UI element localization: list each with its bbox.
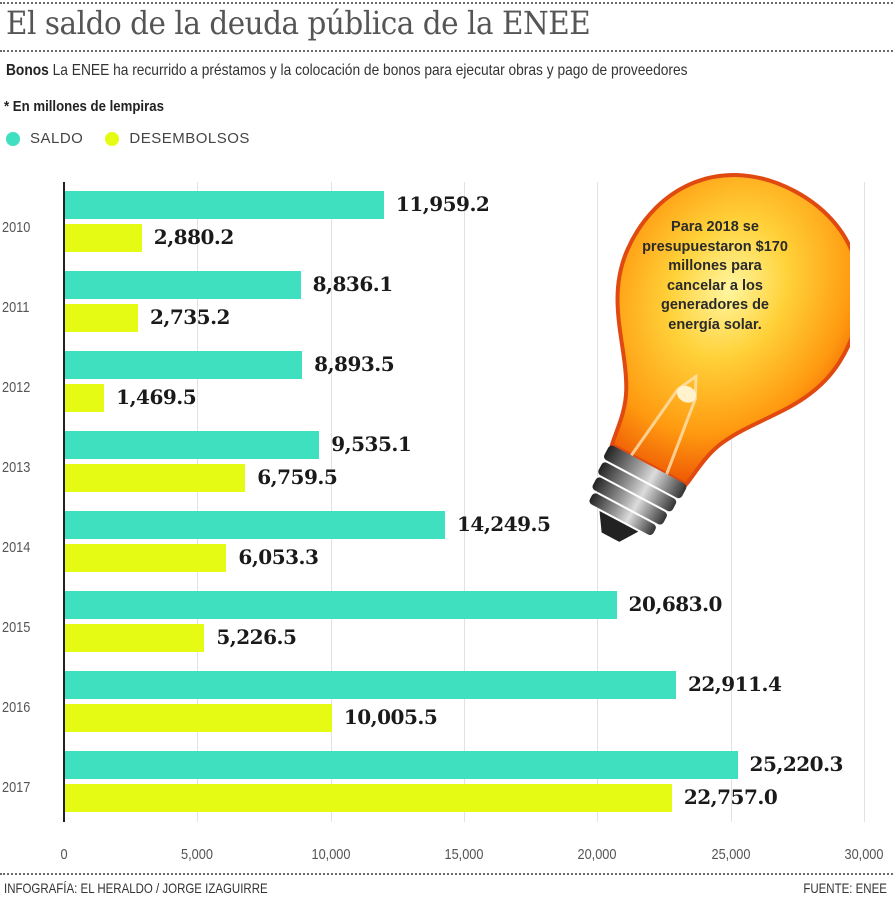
- bar-desembolsos: [65, 304, 138, 332]
- gridline: [864, 182, 865, 822]
- top-divider: [0, 2, 893, 4]
- chart-title: El saldo de la deuda pública de la ENEE: [6, 4, 591, 42]
- data-label: 14,249.5: [456, 512, 551, 536]
- legend-label: SALDO: [30, 130, 84, 147]
- credit-text: INFOGRAFÍA: EL HERALDO / JORGE IZAGUIRRE: [4, 880, 268, 896]
- data-label: 20,683.0: [628, 592, 723, 616]
- data-label: 2,880.2: [153, 225, 235, 249]
- gridline: [197, 182, 199, 822]
- legend-label: DESEMBOLSOS: [129, 130, 250, 147]
- y-category-label: 2017: [2, 779, 31, 796]
- bar-desembolsos: [65, 224, 142, 252]
- lightbulb-icon: [589, 173, 850, 542]
- bar-saldo: [65, 271, 301, 299]
- y-category-label: 2013: [2, 459, 31, 476]
- legend: SALDO DESEMBOLSOS: [6, 130, 272, 147]
- data-label: 6,759.5: [257, 465, 338, 489]
- y-category-label: 2010: [2, 219, 31, 236]
- data-label: 8,836.1: [312, 272, 394, 296]
- data-label: 22,757.0: [683, 785, 778, 809]
- y-category-label: 2011: [2, 299, 30, 316]
- x-tick-label: 20,000: [577, 846, 617, 863]
- legend-swatch-desembolsos: [105, 131, 120, 146]
- callout-line: energía solar.: [668, 316, 762, 333]
- y-category-label: 2012: [2, 379, 31, 396]
- gridline: [330, 182, 332, 822]
- bar-desembolsos: [65, 784, 672, 812]
- legend-item-desembolsos: DESEMBOLSOS: [105, 130, 250, 147]
- bar-desembolsos: [65, 624, 205, 652]
- bar-saldo: [65, 671, 676, 699]
- gridline: [464, 182, 465, 822]
- callout-line: generadores de: [661, 297, 769, 313]
- x-tick-label: 25,000: [711, 846, 751, 863]
- x-tick-label: 15,000: [444, 846, 484, 863]
- data-label: 8,893.5: [314, 352, 395, 376]
- footer-divider: [0, 873, 893, 875]
- bar-saldo: [65, 591, 617, 619]
- bar-desembolsos: [65, 544, 227, 572]
- x-tick-label: 5,000: [181, 846, 214, 863]
- y-category-label: 2016: [2, 699, 31, 716]
- y-category-label: 2014: [2, 539, 31, 556]
- data-label: 2,735.2: [149, 305, 231, 329]
- x-tick-label: 0: [60, 846, 68, 863]
- data-label: 10,005.5: [343, 705, 438, 729]
- bar-saldo: [65, 191, 384, 219]
- legend-item-saldo: SALDO: [6, 130, 83, 147]
- bar-saldo: [65, 511, 445, 539]
- data-label: 25,220.3: [749, 752, 844, 776]
- data-label: 11,959.2: [395, 192, 490, 216]
- callout-line: Para 2018 se: [671, 219, 759, 235]
- bar-saldo: [65, 431, 320, 459]
- y-category-label: 2015: [2, 619, 31, 636]
- unit-note: * En millones de lempiras: [4, 98, 164, 115]
- callout-line: cancelar a los: [667, 277, 763, 294]
- data-label: 6,053.3: [238, 545, 319, 569]
- data-label: 5,226.5: [216, 625, 297, 649]
- x-tick-label: 30,000: [844, 846, 884, 863]
- subtitle-bold: Bonos: [6, 62, 49, 79]
- title-divider: [0, 50, 893, 52]
- y-axis-line: [63, 182, 65, 822]
- source-text: FUENTE: ENEE: [803, 880, 887, 896]
- bar-desembolsos: [65, 384, 105, 412]
- legend-swatch-saldo: [6, 131, 20, 146]
- data-label: 1,469.5: [116, 385, 197, 409]
- callout-line: presupuestaron $170: [642, 238, 788, 255]
- bar-desembolsos: [65, 704, 332, 732]
- subtitle-text: La ENEE ha recurrido a préstamos y la co…: [52, 62, 688, 79]
- chart-subtitle: Bonos La ENEE ha recurrido a préstamos y…: [6, 62, 688, 80]
- callout-text: Para 2018 se presupuestaron $170 millones …: [640, 218, 790, 335]
- bar-desembolsos: [65, 464, 246, 492]
- data-label: 9,535.1: [331, 432, 412, 456]
- data-label: 22,911.4: [687, 672, 782, 696]
- gridline: [730, 182, 732, 822]
- x-tick-label: 10,000: [311, 846, 351, 863]
- bar-saldo: [65, 751, 738, 779]
- bar-saldo: [65, 351, 303, 379]
- callout-line: millones para: [668, 258, 762, 274]
